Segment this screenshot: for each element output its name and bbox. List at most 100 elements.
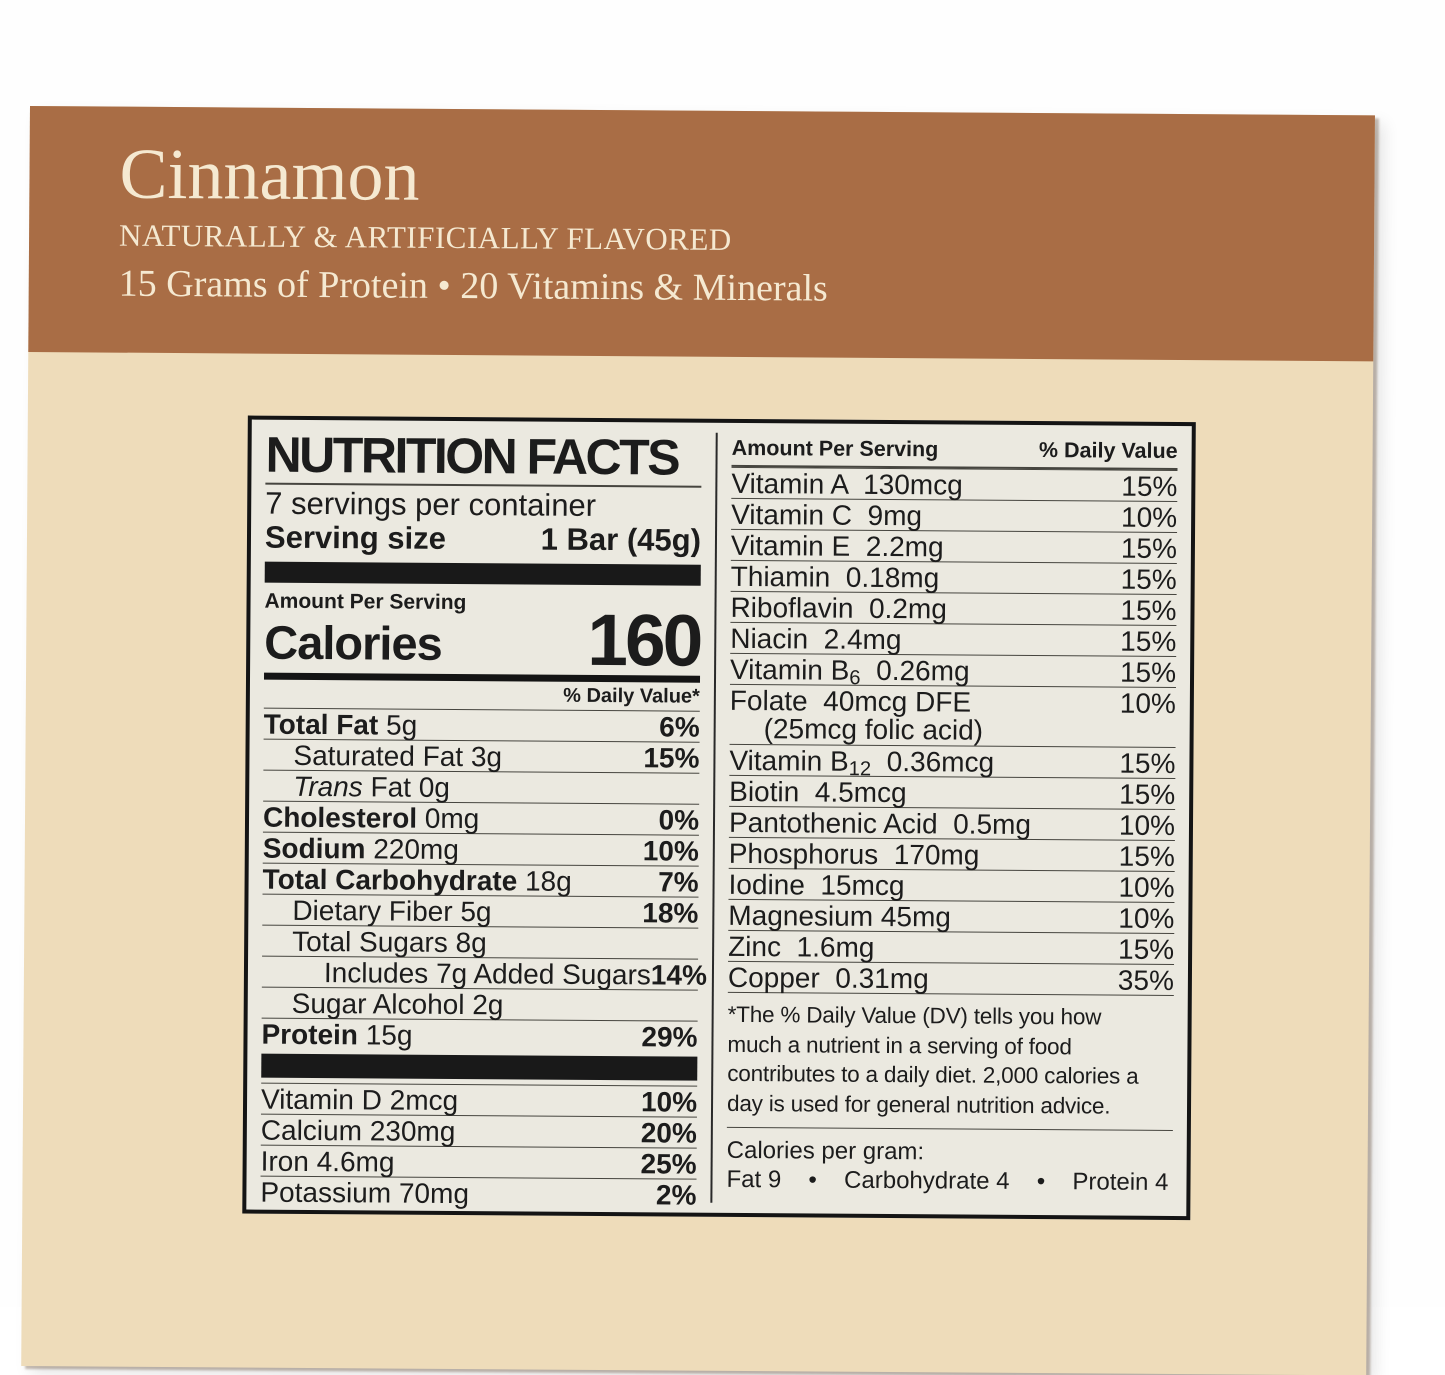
vitamin-name: Iodine 15mcg xyxy=(728,868,905,901)
nutrient-daily-value: 10% xyxy=(642,834,699,867)
vitamin-row: Iodine 15mcg 10% xyxy=(728,867,1175,903)
vitamin-daily-value: 15% xyxy=(1119,778,1176,810)
vitamin-daily-value: 10% xyxy=(1121,501,1178,533)
vitamin-row: Vitamin B6 0.26mg 15% xyxy=(729,652,1177,689)
vitamin-name: Riboflavin 0.2mg xyxy=(730,591,947,624)
nutrient-row: Sodium 220mg 10% xyxy=(262,831,699,867)
thick-divider-bar xyxy=(264,561,701,586)
tagline: 15 Grams of Protein • 20 Vitamins & Mine… xyxy=(118,262,828,310)
nutrient-row: Trans Fat 0g xyxy=(263,769,700,804)
bullet-separator: • xyxy=(1036,1168,1046,1196)
vitamin-name: Vitamin E 2.2mg xyxy=(730,529,944,562)
nutrient-name: Cholesterol 0mg xyxy=(262,801,480,834)
vitamin-row: Thiamin 0.18mg 15% xyxy=(731,559,1177,595)
calories-per-gram-values: Fat 9 • Carbohydrate 4 • Protein 4 xyxy=(726,1165,1172,1198)
flavor-title: Cinnamon xyxy=(119,133,420,216)
nutrient-row: Saturated Fat 3g 15% xyxy=(263,738,700,774)
vitamin-name: Magnesium 45mg xyxy=(728,899,952,932)
mineral-rows: Vitamin D 2mcg 10% Calcium 230mg 20% xyxy=(260,1082,698,1211)
vitamin-row: Vitamin E 2.2mg 15% xyxy=(730,528,1178,564)
nutrient-daily-value: 29% xyxy=(641,1020,698,1053)
footnote-line: *The % Daily Value (DV) tells you how xyxy=(727,1001,1102,1030)
footnote-line: much a nutrient in a serving of food xyxy=(727,1031,1072,1059)
vitamin-daily-value: 15% xyxy=(1118,840,1175,872)
vitamin-name: Vitamin C 9mg xyxy=(731,498,923,531)
vitamin-row: Niacin 2.4mg 15% xyxy=(730,621,1177,657)
photo-backdrop: Cinnamon NATURALLY & ARTIFICIALLY FLAVOR… xyxy=(21,106,1375,1375)
nutrient-name: Sodium 220mg xyxy=(262,832,460,865)
cpg-protein: Protein 4 xyxy=(1072,1168,1169,1196)
vitamin-name: Vitamin B6 0.26mg xyxy=(729,653,970,689)
nutrient-row: Cholesterol 0mg 0% xyxy=(262,800,700,836)
nutrient-name: Total Fat 5g xyxy=(263,708,418,741)
vitamin-row: Vitamin A 130mcg 15% xyxy=(731,466,1178,502)
vitamin-name: Phosphorus 170mg xyxy=(728,837,980,871)
nutrient-daily-value: 7% xyxy=(658,865,699,898)
vitamin-name: Zinc 1.6mg xyxy=(728,930,875,963)
nutrition-facts-panel: NUTRITION FACTS 7 servings per container… xyxy=(242,415,1196,1221)
nutrient-name: Sugar Alcohol 2g xyxy=(291,987,504,1020)
footnote-line: day is used for general nutrition advice… xyxy=(726,1090,1111,1119)
nutrient-name: Dietary Fiber 5g xyxy=(292,894,492,927)
vitamin-daily-value: 15% xyxy=(1120,594,1177,626)
nutrient-daily-value: 0% xyxy=(658,803,700,836)
nutrient-daily-value: 14% xyxy=(650,958,708,991)
vitamin-row: Magnesium 45mg 10% xyxy=(728,898,1175,934)
vitamin-name: Vitamin A 130mcg xyxy=(731,467,963,501)
mineral-name: Iron 4.6mg xyxy=(260,1145,395,1178)
mineral-row: Vitamin D 2mcg 10% xyxy=(260,1082,698,1117)
nutrient-row: Total Sugars 8g xyxy=(262,924,699,959)
vitamin-name: Copper 0.31mg xyxy=(727,961,929,994)
thick-divider-bar xyxy=(261,1053,698,1081)
vitamin-row: Folate 40mcg DFE 10% (25mcg folic acid) xyxy=(729,683,1176,748)
nutrient-row: Includes 7g Added Sugars 14% xyxy=(261,955,707,990)
vitamin-row: Copper 0.31mg 35% xyxy=(727,960,1175,996)
vitamin-row: Biotin 4.5mcg 15% xyxy=(729,774,1176,810)
header-band: Cinnamon NATURALLY & ARTIFICIALLY FLAVOR… xyxy=(28,106,1375,362)
nutrient-row: Total Carbohydrate 18g 7% xyxy=(262,862,699,898)
vitamin-daily-value: 15% xyxy=(1117,933,1175,965)
nutrient-rows: Total Fat 5g 6% Saturated Fat 3g 15% xyxy=(261,707,707,1053)
calories-per-gram: Calories per gram: Fat 9 • Carbohydrate … xyxy=(726,1128,1172,1198)
mineral-daily-value: 2% xyxy=(655,1178,697,1211)
cpg-carbohydrate: Carbohydrate 4 xyxy=(844,1166,1010,1195)
mineral-row: Calcium 230mg 20% xyxy=(261,1113,697,1149)
nutrient-daily-value: 15% xyxy=(643,741,700,774)
nutrient-row: Dietary Fiber 5g 18% xyxy=(262,893,699,928)
vitamin-name: Folate 40mcg DFE xyxy=(729,684,972,718)
vitamin-daily-value: 15% xyxy=(1121,470,1178,502)
mineral-name: Vitamin D 2mcg xyxy=(260,1083,459,1116)
nutrient-name: Saturated Fat 3g xyxy=(293,739,503,772)
calories-label: Calories xyxy=(264,615,442,670)
daily-value-heading: % Daily Value* xyxy=(563,684,700,708)
nutrient-name: Protein 15g xyxy=(261,1018,413,1051)
calories-value: 160 xyxy=(587,599,701,682)
daily-value-footnote: *The % Daily Value (DV) tells you how mu… xyxy=(726,992,1174,1132)
nutrient-row: Total Fat 5g 6% xyxy=(263,707,700,743)
footnote-line: contributes to a daily diet. 2,000 calor… xyxy=(727,1060,1139,1089)
vitamin-name: Niacin 2.4mg xyxy=(730,622,902,655)
vitamin-name: Pantothenic Acid 0.5mg xyxy=(728,806,1032,840)
vitamin-row: Riboflavin 0.2mg 15% xyxy=(730,590,1177,626)
vitamin-daily-value: 10% xyxy=(1118,809,1176,841)
nutrient-row: Protein 15g 29% xyxy=(261,1017,698,1053)
serving-size-value: 1 Bar (45g) xyxy=(540,521,702,558)
nutrient-daily-value: 6% xyxy=(659,710,700,743)
bullet-separator: • xyxy=(808,1166,817,1194)
vitamin-daily-value: 15% xyxy=(1120,625,1177,657)
calories-row: Calories 160 xyxy=(264,599,701,682)
nutrient-name: Total Carbohydrate 18g xyxy=(262,863,572,897)
vitamin-daily-value: 15% xyxy=(1120,563,1177,595)
nutrient-name: Trans Fat 0g xyxy=(293,770,451,803)
label-title: NUTRITION FACTS xyxy=(265,426,679,486)
cpg-fat: Fat 9 xyxy=(726,1165,782,1194)
vitamin-row: Vitamin B12 0.36mcg 15% xyxy=(729,743,1176,780)
vitamin-row: Phosphorus 170mg 15% xyxy=(728,836,1175,872)
serving-size-row: Serving size 1 Bar (45g) xyxy=(265,520,701,558)
vitamin-daily-value: 15% xyxy=(1119,747,1176,779)
vitamin-daily-value: 10% xyxy=(1118,871,1175,903)
mineral-daily-value: 20% xyxy=(640,1116,697,1149)
vitamin-subline: (25mcg folic acid) xyxy=(763,713,984,746)
vitamin-row: Vitamin C 9mg 10% xyxy=(731,497,1178,533)
vitamins-header-daily-value: % Daily Value xyxy=(1038,438,1178,464)
